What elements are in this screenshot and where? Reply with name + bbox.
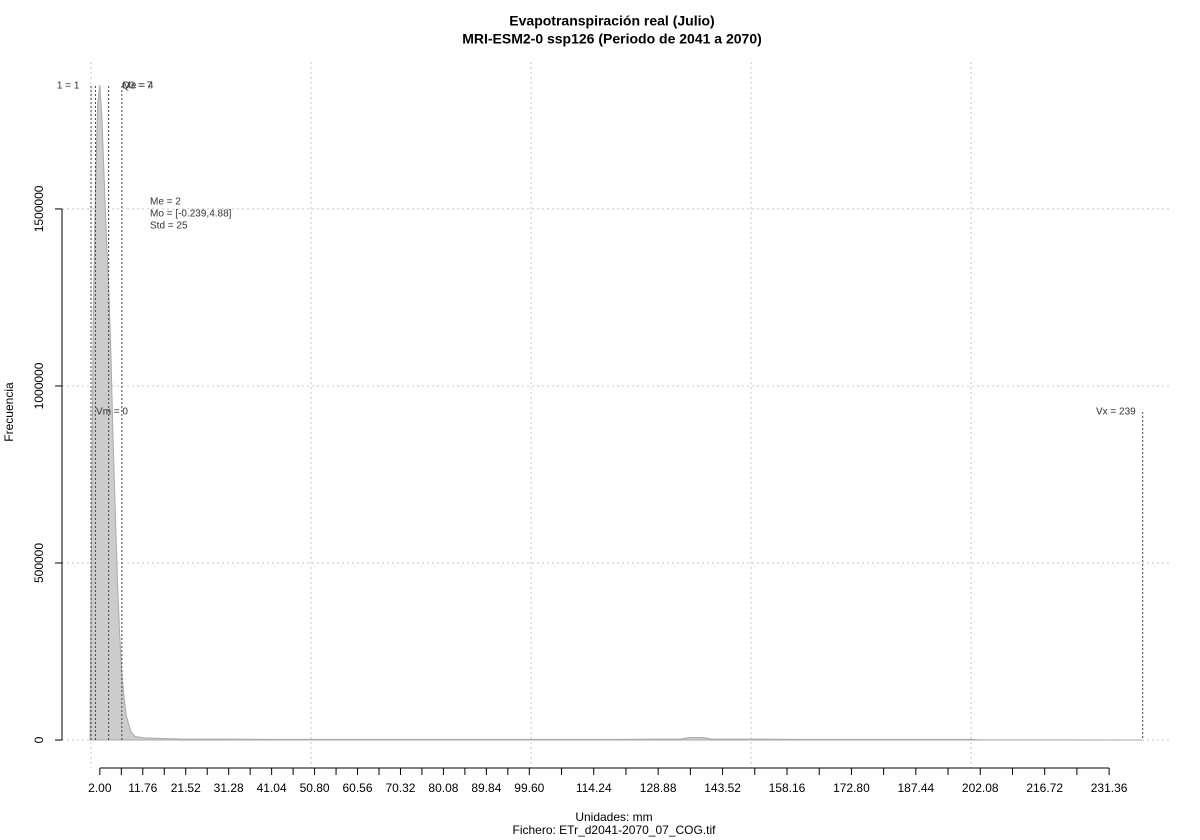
x-tick-label: 80.08 — [428, 781, 458, 795]
y-tick-label: 1500000 — [32, 185, 46, 232]
chart-title: Evapotranspiración real (Julio) — [509, 13, 714, 29]
y-tick-label: 0 — [32, 736, 46, 743]
area — [89, 84, 1143, 741]
x-axis-label: Unidades: mm — [575, 810, 652, 824]
x-tick-label: 128.88 — [640, 781, 677, 795]
stat-label: 1 = 1 — [57, 81, 80, 92]
y-axis-label: Frecuencia — [2, 382, 16, 442]
chart-subtitle: MRI-ESM2-0 ssp126 (Periodo de 2041 a 207… — [462, 31, 762, 47]
x-tick-label: 99.60 — [514, 781, 544, 795]
stat-label: Vm = 0 — [96, 407, 128, 418]
x-tick-label: 31.28 — [214, 781, 244, 795]
x-tick-label: 89.84 — [471, 781, 501, 795]
x-tick-label: 11.76 — [128, 781, 157, 795]
x-tick-label: 114.24 — [576, 781, 612, 795]
stat-text: Me = 2 — [150, 197, 181, 208]
x-tick-label: 216.72 — [1026, 781, 1063, 795]
x-tick-label: 41.04 — [257, 781, 287, 795]
x-tick-label: 158.16 — [769, 781, 806, 795]
stat-label: Vx = 239 — [1096, 407, 1136, 418]
stat-text: Std = 25 — [150, 221, 188, 232]
stat-label: Q3 = 7 — [122, 81, 153, 92]
y-tick-label: 1000000 — [32, 362, 46, 409]
x-tick-label: 60.56 — [343, 781, 373, 795]
x-tick-label: 187.44 — [897, 781, 934, 795]
x-tick-label: 21.52 — [171, 781, 201, 795]
x-tick-label: 172.80 — [833, 781, 870, 795]
stat-label: Me = 4 — [123, 81, 154, 92]
x-tick-label: 143.52 — [704, 781, 741, 795]
y-tick-label: 500000 — [32, 543, 46, 583]
caption: Fichero: ETr_d2041-2070_07_COG.tif — [513, 823, 717, 837]
x-tick-label: 202.08 — [962, 781, 999, 795]
x-tick-label: 70.32 — [385, 781, 415, 795]
x-tick-label: 231.36 — [1091, 781, 1128, 795]
stat-text: Mo = [-0.239,4.88] — [150, 209, 232, 220]
x-tick-label: 2.00 — [88, 781, 112, 795]
x-tick-label: 50.80 — [300, 781, 330, 795]
